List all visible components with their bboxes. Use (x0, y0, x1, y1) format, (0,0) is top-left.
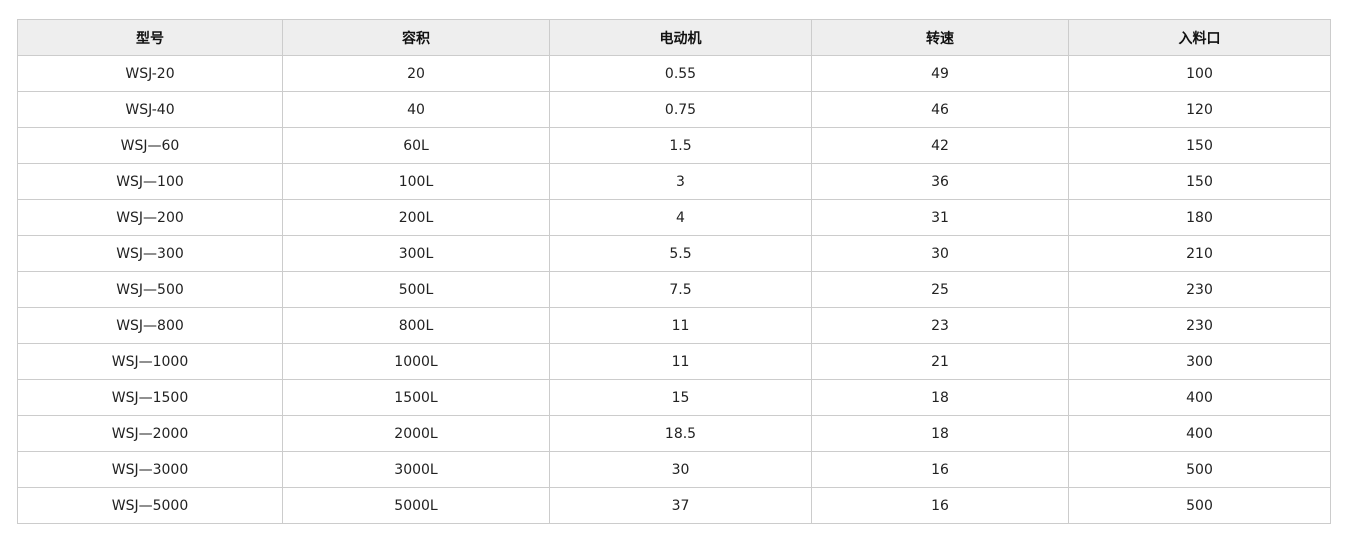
table-row: WSJ—3000 3000L 30 16 500 (17, 451, 1331, 488)
column-header: 型号 (17, 19, 283, 56)
table-cell: 11 (549, 343, 812, 380)
table-cell: 16 (811, 487, 1069, 524)
column-header: 电动机 (549, 19, 812, 56)
table-cell: 210 (1068, 235, 1331, 272)
table-cell: 500L (282, 271, 550, 308)
table-cell: 11 (549, 307, 812, 344)
table-cell: 36 (811, 163, 1069, 200)
table-cell: WSJ—500 (17, 271, 283, 308)
table-cell: WSJ-40 (17, 91, 283, 128)
table-cell: WSJ—5000 (17, 487, 283, 524)
table-row: WSJ—500 500L 7.5 25 230 (17, 271, 1331, 308)
table-cell: 42 (811, 127, 1069, 164)
table-cell: WSJ—2000 (17, 415, 283, 452)
table-cell: 37 (549, 487, 812, 524)
table-cell: 500 (1068, 451, 1331, 488)
table-row: WSJ—2000 2000L 18.5 18 400 (17, 415, 1331, 452)
table-cell: 40 (282, 91, 550, 128)
table-cell: 230 (1068, 271, 1331, 308)
table-cell: 20 (282, 55, 550, 92)
column-header: 转速 (811, 19, 1069, 56)
table-cell: 1500L (282, 379, 550, 416)
table-cell: WSJ—3000 (17, 451, 283, 488)
table-cell: 4 (549, 199, 812, 236)
table-row: WSJ—100 100L 3 36 150 (17, 163, 1331, 200)
table-row: WSJ—200 200L 4 31 180 (17, 199, 1331, 236)
table-cell: WSJ—100 (17, 163, 283, 200)
table-cell: 49 (811, 55, 1069, 92)
table-cell: 150 (1068, 127, 1331, 164)
table-cell: 800L (282, 307, 550, 344)
table-cell: 150 (1068, 163, 1331, 200)
table-row: WSJ—300 300L 5.5 30 210 (17, 235, 1331, 272)
table-cell: WSJ—800 (17, 307, 283, 344)
table-cell: 180 (1068, 199, 1331, 236)
table-row: WSJ-20 20 0.55 49 100 (17, 55, 1331, 92)
table-cell: WSJ—1500 (17, 379, 283, 416)
table-cell: 100L (282, 163, 550, 200)
table-cell: 3 (549, 163, 812, 200)
table-cell: 18 (811, 379, 1069, 416)
table-row: WSJ—60 60L 1.5 42 150 (17, 127, 1331, 164)
table-cell: 200L (282, 199, 550, 236)
table-cell: 16 (811, 451, 1069, 488)
table-cell: 31 (811, 199, 1069, 236)
table-cell: WSJ—1000 (17, 343, 283, 380)
table-cell: 30 (811, 235, 1069, 272)
table-cell: 120 (1068, 91, 1331, 128)
table-row: WSJ-40 40 0.75 46 120 (17, 91, 1331, 128)
table-cell: 60L (282, 127, 550, 164)
table-cell: 100 (1068, 55, 1331, 92)
table-cell: 3000L (282, 451, 550, 488)
table-cell: WSJ—300 (17, 235, 283, 272)
table-cell: 23 (811, 307, 1069, 344)
table-row: WSJ—5000 5000L 37 16 500 (17, 487, 1331, 524)
table-cell: 25 (811, 271, 1069, 308)
table-cell: 500 (1068, 487, 1331, 524)
table-cell: 2000L (282, 415, 550, 452)
table-row: WSJ—1000 1000L 11 21 300 (17, 343, 1331, 380)
table-cell: 300L (282, 235, 550, 272)
table-cell: 300 (1068, 343, 1331, 380)
table-cell: 230 (1068, 307, 1331, 344)
table-cell: 21 (811, 343, 1069, 380)
header-row: 型号 容积 电动机 转速 入料口 (17, 19, 1331, 56)
table-cell: 46 (811, 91, 1069, 128)
table-cell: 5.5 (549, 235, 812, 272)
table-row: WSJ—800 800L 11 23 230 (17, 307, 1331, 344)
table-cell: WSJ-20 (17, 55, 283, 92)
table-cell: WSJ—200 (17, 199, 283, 236)
table-cell: 1000L (282, 343, 550, 380)
table-cell: 0.75 (549, 91, 812, 128)
table-cell: 400 (1068, 415, 1331, 452)
table-cell: 5000L (282, 487, 550, 524)
table-cell: 18 (811, 415, 1069, 452)
table-cell: 7.5 (549, 271, 812, 308)
table-cell: 400 (1068, 379, 1331, 416)
table-cell: 0.55 (549, 55, 812, 92)
column-header: 容积 (282, 19, 550, 56)
table-cell: 1.5 (549, 127, 812, 164)
table-row: WSJ—1500 1500L 15 18 400 (17, 379, 1331, 416)
spec-table: 型号 容积 电动机 转速 入料口 WSJ-20 20 0.55 49 100 WSJ-40 40 0.… (17, 19, 1331, 524)
table-cell: WSJ—60 (17, 127, 283, 164)
table-cell: 18.5 (549, 415, 812, 452)
table-cell: 15 (549, 379, 812, 416)
column-header: 入料口 (1068, 19, 1331, 56)
table-cell: 30 (549, 451, 812, 488)
